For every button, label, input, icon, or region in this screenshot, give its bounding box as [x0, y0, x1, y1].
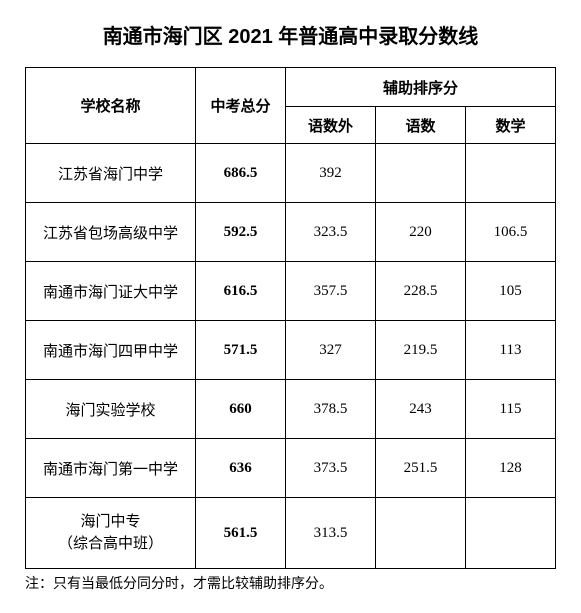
- cell-ys: [376, 498, 466, 569]
- header-school: 学校名称: [26, 68, 196, 144]
- cell-math: [466, 144, 556, 203]
- footnote: 注：只有当最低分同分时，才需比较辅助排序分。: [25, 573, 556, 593]
- cell-total: 592.5: [196, 203, 286, 262]
- header-aux-math: 数学: [466, 107, 556, 144]
- header-aux-ys: 语数: [376, 107, 466, 144]
- cell-school: 南通市海门四甲中学: [26, 321, 196, 380]
- table-row: 江苏省海门中学 686.5 392: [26, 144, 556, 203]
- header-aux-ysw: 语数外: [286, 107, 376, 144]
- score-table: 学校名称 中考总分 辅助排序分 语数外 语数 数学 江苏省海门中学 686.5 …: [25, 67, 556, 569]
- page-title: 南通市海门区 2021 年普通高中录取分数线: [25, 20, 556, 49]
- cell-ys: 220: [376, 203, 466, 262]
- cell-math: 115: [466, 380, 556, 439]
- cell-ys: 243: [376, 380, 466, 439]
- cell-school: 南通市海门第一中学: [26, 439, 196, 498]
- cell-ysw: 327: [286, 321, 376, 380]
- cell-school: 江苏省包场高级中学: [26, 203, 196, 262]
- cell-school-line2: （综合高中班）: [26, 533, 195, 556]
- cell-school-line1: 海门中专: [26, 511, 195, 534]
- cell-total: 686.5: [196, 144, 286, 203]
- cell-total: 561.5: [196, 498, 286, 569]
- table-row: 海门中专 （综合高中班） 561.5 313.5: [26, 498, 556, 569]
- cell-ysw: 323.5: [286, 203, 376, 262]
- table-row: 海门实验学校 660 378.5 243 115: [26, 380, 556, 439]
- cell-ysw: 313.5: [286, 498, 376, 569]
- cell-ysw: 373.5: [286, 439, 376, 498]
- cell-total: 571.5: [196, 321, 286, 380]
- cell-ysw: 392: [286, 144, 376, 203]
- cell-math: [466, 498, 556, 569]
- cell-ysw: 378.5: [286, 380, 376, 439]
- table-row: 南通市海门四甲中学 571.5 327 219.5 113: [26, 321, 556, 380]
- table-row: 南通市海门第一中学 636 373.5 251.5 128: [26, 439, 556, 498]
- cell-total: 660: [196, 380, 286, 439]
- header-total: 中考总分: [196, 68, 286, 144]
- cell-school: 海门实验学校: [26, 380, 196, 439]
- cell-ys: 228.5: [376, 262, 466, 321]
- cell-total: 636: [196, 439, 286, 498]
- cell-ysw: 357.5: [286, 262, 376, 321]
- cell-math: 113: [466, 321, 556, 380]
- cell-school: 海门中专 （综合高中班）: [26, 498, 196, 569]
- header-aux-group: 辅助排序分: [286, 68, 556, 107]
- cell-ys: 219.5: [376, 321, 466, 380]
- cell-school: 江苏省海门中学: [26, 144, 196, 203]
- cell-math: 128: [466, 439, 556, 498]
- cell-school: 南通市海门证大中学: [26, 262, 196, 321]
- table-row: 江苏省包场高级中学 592.5 323.5 220 106.5: [26, 203, 556, 262]
- cell-math: 105: [466, 262, 556, 321]
- cell-ys: 251.5: [376, 439, 466, 498]
- cell-total: 616.5: [196, 262, 286, 321]
- cell-math: 106.5: [466, 203, 556, 262]
- table-row: 南通市海门证大中学 616.5 357.5 228.5 105: [26, 262, 556, 321]
- cell-ys: [376, 144, 466, 203]
